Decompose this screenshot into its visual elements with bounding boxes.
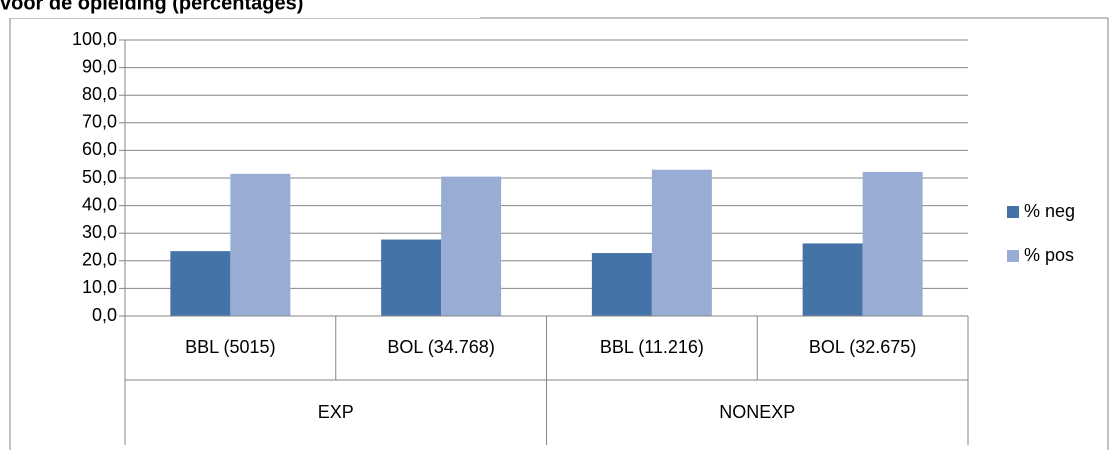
legend-label: % neg — [1024, 201, 1075, 221]
y-tick-label: 40,0 — [82, 194, 117, 214]
group-label: EXP — [318, 402, 354, 422]
bar — [591, 253, 652, 316]
chart-frame — [9, 17, 1109, 450]
group-label: NONEXP — [719, 402, 795, 422]
title-backdrop — [0, 0, 480, 18]
y-tick-label: 90,0 — [82, 56, 117, 76]
bar — [651, 169, 712, 316]
bar — [170, 251, 231, 316]
bar — [230, 173, 291, 316]
legend-swatch — [1007, 206, 1019, 218]
x-tick-label: BBL (11.216) — [600, 337, 704, 357]
legend-label: % pos — [1024, 245, 1074, 265]
bar — [802, 243, 863, 316]
y-tick-label: 50,0 — [82, 167, 117, 187]
x-tick-label: BOL (32.675) — [809, 337, 916, 357]
bar — [441, 176, 502, 316]
y-tick-label: 100,0 — [72, 29, 117, 49]
y-tick-label: 70,0 — [82, 112, 117, 132]
bar — [381, 239, 442, 316]
x-tick-label: BBL (5015) — [185, 337, 275, 357]
y-tick-label: 80,0 — [82, 84, 117, 104]
legend-swatch — [1007, 250, 1019, 262]
bar — [862, 171, 923, 316]
y-tick-label: 20,0 — [82, 250, 117, 270]
chart-title: voor de opleiding (percentages) — [0, 0, 303, 14]
y-tick-label: 60,0 — [82, 139, 117, 159]
y-tick-label: 10,0 — [82, 277, 117, 297]
y-tick-label: 30,0 — [82, 222, 117, 242]
x-tick-label: BOL (34.768) — [387, 337, 494, 357]
y-tick-label: 0,0 — [92, 305, 117, 325]
